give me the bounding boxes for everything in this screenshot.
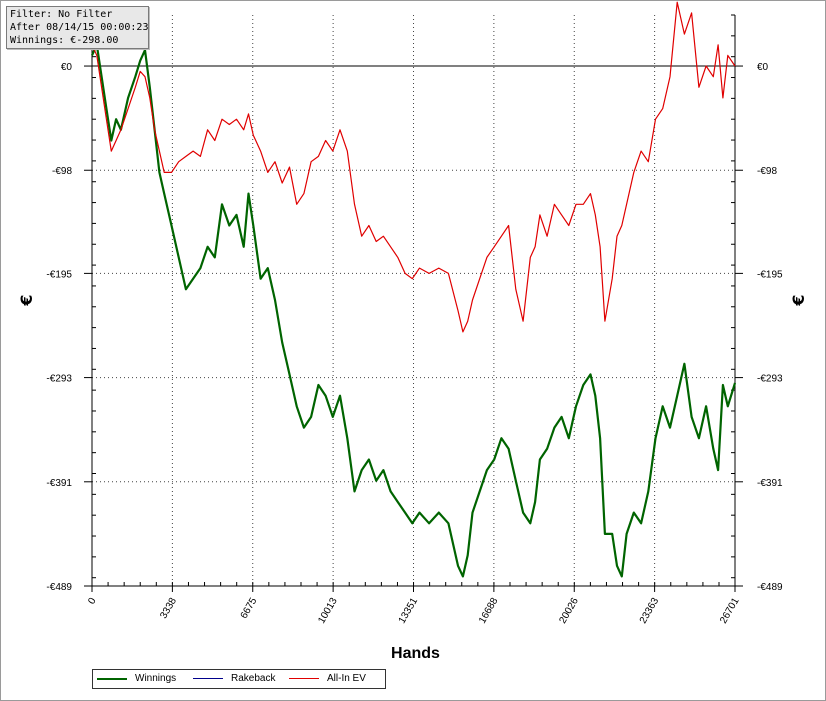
y-tick-label-right: -€391 bbox=[757, 478, 783, 489]
x-tick-label: 10013 bbox=[316, 596, 340, 626]
y-tick-label-left: -€98 bbox=[52, 166, 72, 177]
x-tick-label: 20026 bbox=[557, 596, 581, 626]
plot-area bbox=[92, 15, 735, 586]
chart-legend: Winnings Rakeback All-In EV bbox=[92, 669, 386, 689]
legend-swatch-winnings bbox=[97, 678, 127, 680]
y-tick-label-left: -€195 bbox=[46, 269, 72, 280]
x-axis-title: Hands bbox=[391, 645, 440, 662]
y-tick-label-right: -€195 bbox=[757, 269, 783, 280]
y-tick-label-right: €0 bbox=[757, 62, 769, 73]
x-tick-label: 26701 bbox=[718, 596, 742, 626]
filter-info-box: Filter: No Filter After 08/14/15 00:00:2… bbox=[6, 6, 149, 49]
winnings-text: Winnings: €-298.00 bbox=[10, 35, 119, 46]
after-date-text: After 08/14/15 00:00:23 bbox=[10, 22, 149, 33]
x-tick-label: 13351 bbox=[397, 596, 421, 626]
x-tick-label: 6675 bbox=[239, 596, 260, 621]
y-tick-label-right: -€98 bbox=[757, 166, 777, 177]
y-axis-title-left: € bbox=[17, 294, 36, 306]
legend-label-rakeback: Rakeback bbox=[231, 673, 276, 684]
y-tick-label-left: -€489 bbox=[46, 582, 72, 593]
x-tick-label: 3338 bbox=[158, 596, 179, 621]
y-tick-label-right: -€489 bbox=[757, 582, 783, 593]
y-tick-label-right: -€293 bbox=[757, 374, 783, 385]
y-axis-title-right: € bbox=[789, 294, 808, 306]
legend-swatch-allin-ev bbox=[289, 678, 319, 679]
x-tick-label: 16688 bbox=[477, 596, 501, 626]
x-tick-label: 23363 bbox=[638, 596, 662, 626]
series-line-winnings bbox=[90, 43, 737, 578]
y-tick-label-left: €0 bbox=[61, 62, 73, 73]
x-tick-label: 0 bbox=[86, 596, 99, 607]
legend-label-winnings: Winnings bbox=[135, 673, 177, 684]
filter-text: Filter: No Filter bbox=[10, 9, 113, 20]
legend-swatch-rakeback bbox=[193, 678, 223, 679]
legend-label-allin-ev: All-In EV bbox=[327, 673, 366, 684]
y-tick-label-left: -€293 bbox=[46, 374, 72, 385]
series-line-all-in-ev bbox=[91, 1, 736, 333]
y-tick-label-left: -€391 bbox=[46, 478, 72, 489]
